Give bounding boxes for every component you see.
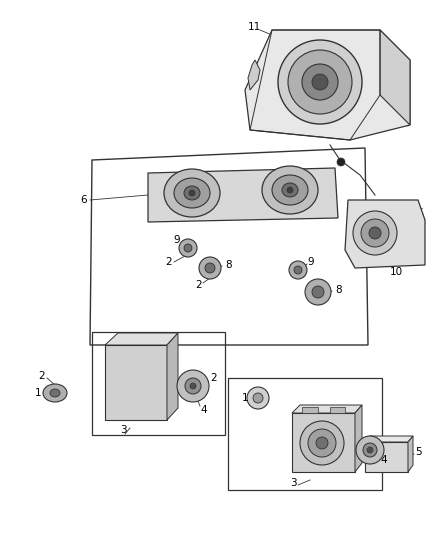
Text: 11: 11 bbox=[248, 22, 261, 32]
Text: 3: 3 bbox=[120, 425, 127, 435]
Text: 8: 8 bbox=[335, 285, 342, 295]
Polygon shape bbox=[245, 30, 410, 140]
Ellipse shape bbox=[312, 74, 328, 90]
Ellipse shape bbox=[205, 263, 215, 273]
Ellipse shape bbox=[179, 239, 197, 257]
Ellipse shape bbox=[302, 64, 338, 100]
Ellipse shape bbox=[367, 447, 373, 453]
Ellipse shape bbox=[190, 383, 196, 389]
Text: 2: 2 bbox=[195, 280, 201, 290]
Polygon shape bbox=[355, 405, 362, 472]
Ellipse shape bbox=[282, 183, 298, 197]
Ellipse shape bbox=[184, 186, 200, 200]
Polygon shape bbox=[292, 405, 362, 413]
Ellipse shape bbox=[278, 40, 362, 124]
Ellipse shape bbox=[312, 286, 324, 298]
Text: 8: 8 bbox=[225, 260, 232, 270]
Ellipse shape bbox=[288, 50, 352, 114]
Text: 9: 9 bbox=[307, 257, 314, 267]
Polygon shape bbox=[292, 413, 355, 472]
Polygon shape bbox=[408, 436, 413, 472]
Ellipse shape bbox=[174, 178, 210, 208]
Text: 1: 1 bbox=[242, 393, 249, 403]
Ellipse shape bbox=[50, 389, 60, 397]
Polygon shape bbox=[105, 345, 167, 420]
Ellipse shape bbox=[316, 437, 328, 449]
Ellipse shape bbox=[369, 227, 381, 239]
Polygon shape bbox=[105, 333, 178, 345]
Text: 5: 5 bbox=[415, 447, 422, 457]
Ellipse shape bbox=[337, 158, 345, 166]
Polygon shape bbox=[365, 442, 408, 472]
Ellipse shape bbox=[189, 190, 195, 196]
Ellipse shape bbox=[361, 219, 389, 247]
Text: 4: 4 bbox=[380, 455, 387, 465]
Ellipse shape bbox=[247, 387, 269, 409]
Polygon shape bbox=[365, 436, 413, 442]
Ellipse shape bbox=[262, 166, 318, 214]
Text: 1: 1 bbox=[35, 388, 42, 398]
Text: 4: 4 bbox=[200, 405, 207, 415]
Ellipse shape bbox=[253, 393, 263, 403]
Text: 2: 2 bbox=[165, 257, 172, 267]
Ellipse shape bbox=[363, 443, 377, 457]
Ellipse shape bbox=[43, 384, 67, 402]
Polygon shape bbox=[302, 407, 318, 413]
Text: 9: 9 bbox=[173, 235, 180, 245]
Ellipse shape bbox=[308, 429, 336, 457]
Ellipse shape bbox=[353, 211, 397, 255]
Polygon shape bbox=[345, 200, 425, 268]
Text: 10: 10 bbox=[390, 267, 403, 277]
Ellipse shape bbox=[185, 378, 201, 394]
Polygon shape bbox=[167, 333, 178, 420]
Text: 3: 3 bbox=[290, 478, 297, 488]
Polygon shape bbox=[148, 168, 338, 222]
Ellipse shape bbox=[287, 187, 293, 193]
Polygon shape bbox=[380, 30, 410, 125]
Ellipse shape bbox=[199, 257, 221, 279]
Ellipse shape bbox=[289, 261, 307, 279]
Ellipse shape bbox=[164, 169, 220, 217]
Text: 2: 2 bbox=[210, 373, 217, 383]
Ellipse shape bbox=[356, 436, 384, 464]
Ellipse shape bbox=[305, 279, 331, 305]
Ellipse shape bbox=[294, 266, 302, 274]
Text: 2: 2 bbox=[38, 371, 45, 381]
Polygon shape bbox=[330, 407, 345, 413]
Ellipse shape bbox=[272, 175, 308, 205]
Ellipse shape bbox=[300, 421, 344, 465]
Ellipse shape bbox=[177, 370, 209, 402]
Polygon shape bbox=[248, 60, 260, 90]
Ellipse shape bbox=[184, 244, 192, 252]
Text: 6: 6 bbox=[80, 195, 87, 205]
